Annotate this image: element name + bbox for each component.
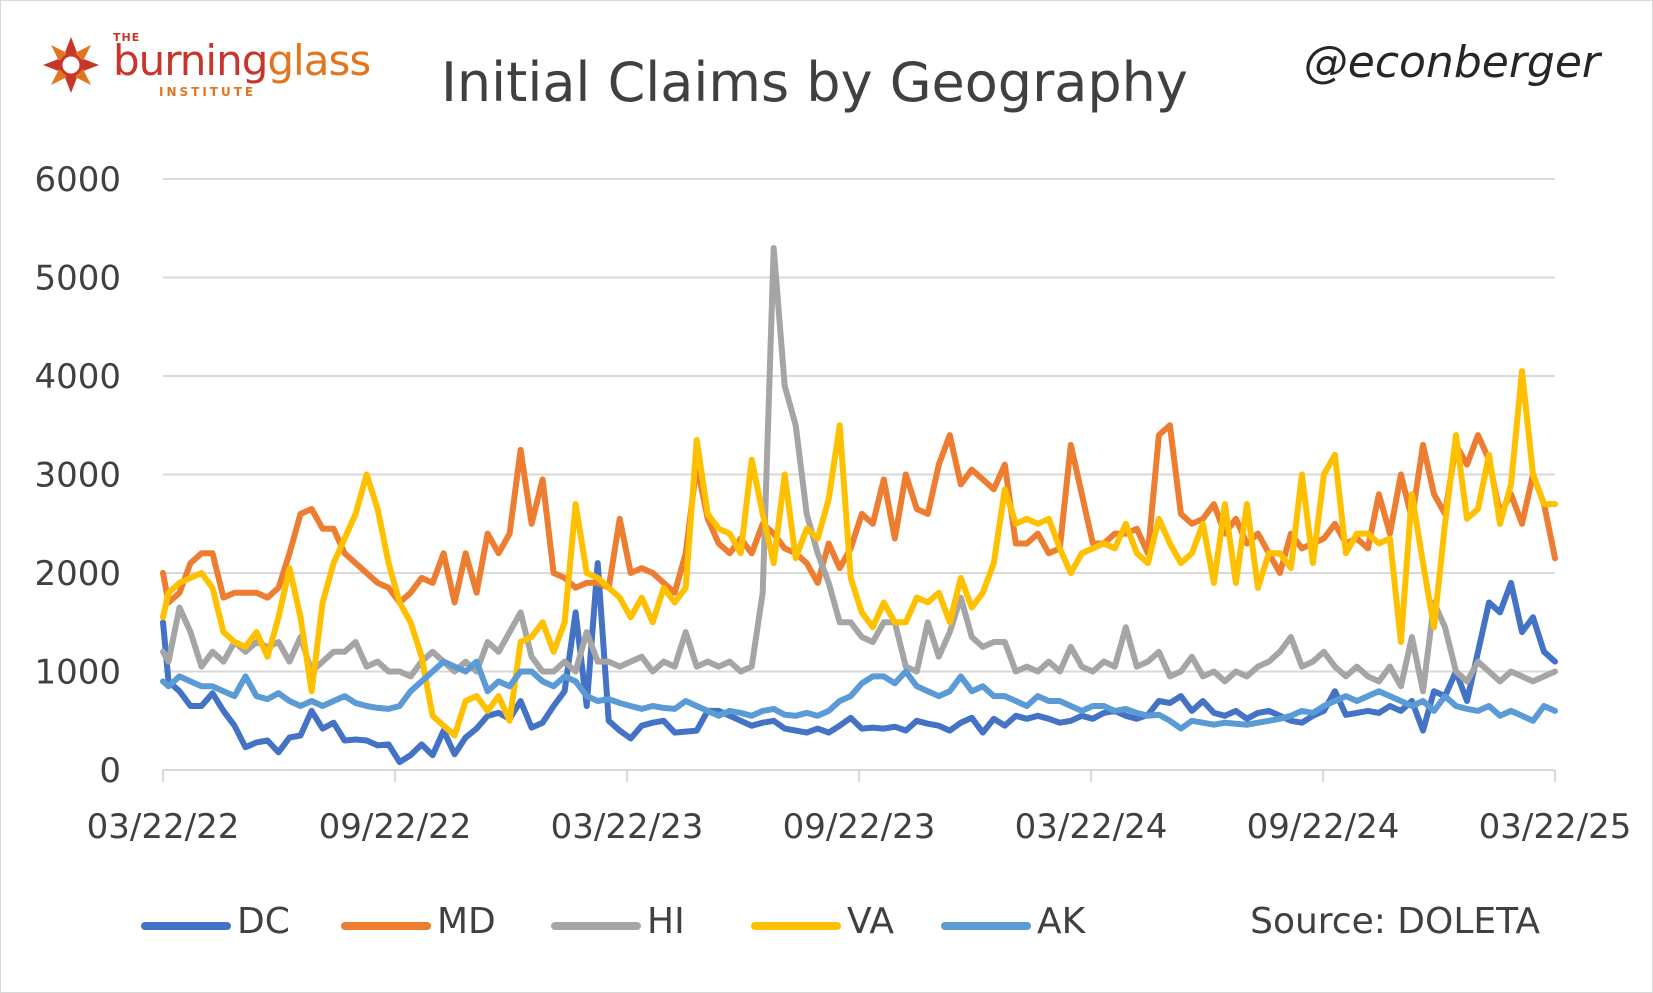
x-tick-label: 09/22/22	[319, 807, 472, 847]
y-tick-label: 5000	[34, 259, 121, 299]
legend-label: VA	[847, 901, 894, 942]
series-line-md	[160, 422, 1558, 606]
source-note: Source: DOLETA	[1250, 901, 1540, 942]
chart-title: Initial Claims by Geography	[441, 51, 1188, 114]
x-tick-label: 03/22/25	[1479, 807, 1632, 847]
y-tick-label: 3000	[34, 456, 121, 496]
series-line-dc	[160, 560, 1558, 766]
burning-glass-logo: THE burningglass INSTITUTE	[41, 31, 401, 103]
x-tick-label: 09/22/24	[1247, 807, 1400, 847]
x-axis: 03/22/22 09/22/22 03/22/23 09/22/23 03/22/24…	[87, 769, 1632, 847]
legend-label: MD	[437, 901, 496, 942]
x-tick-label: 03/22/24	[1015, 807, 1168, 847]
legend-swatch	[941, 922, 1031, 930]
y-axis: 0 1000 2000 3000 4000 5000 6000	[34, 160, 121, 791]
logo-institute: INSTITUTE	[159, 85, 257, 99]
legend-swatch	[751, 922, 841, 930]
legend-swatch	[551, 922, 641, 930]
legend-swatch	[341, 922, 431, 930]
series-line-ak	[160, 658, 1558, 732]
x-tick-label: 03/22/23	[551, 807, 704, 847]
legend: DC MD HI VA AK	[141, 899, 1541, 949]
y-tick-label: 6000	[34, 160, 121, 200]
series-lines	[160, 245, 1558, 766]
x-tick-label: 03/22/22	[87, 807, 240, 847]
series-line-hi	[160, 245, 1558, 695]
logo-the: THE	[113, 31, 141, 44]
author-handle: @econberger	[1303, 37, 1600, 88]
y-tick-label: 0	[99, 751, 121, 791]
logo-name: burningglass	[113, 36, 371, 85]
y-tick-label: 1000	[34, 653, 121, 693]
y-tick-label: 4000	[34, 357, 121, 397]
y-tick-label: 2000	[34, 554, 121, 594]
series-line-va	[160, 368, 1558, 739]
legend-swatch	[141, 922, 231, 930]
legend-label: DC	[237, 901, 290, 942]
legend-label: AK	[1037, 901, 1086, 942]
x-tick-label: 09/22/23	[783, 807, 936, 847]
legend-label: HI	[647, 901, 685, 942]
sunburst-icon	[43, 37, 99, 93]
logo-name-burning: burning	[113, 36, 268, 85]
logo-name-glass: glass	[267, 36, 371, 85]
